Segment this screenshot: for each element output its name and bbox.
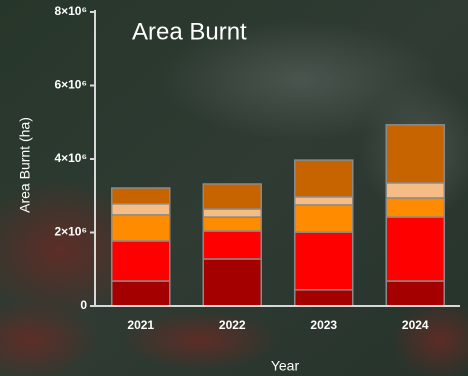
chart-title: Area Burnt [132, 18, 247, 45]
bar-segment [294, 204, 354, 233]
y-axis-label: Area Burnt (ha) [17, 117, 33, 213]
bar-segment [385, 197, 445, 218]
x-axis-label: Year [271, 358, 300, 374]
x-tick-label: 2023 [310, 318, 337, 332]
bar-segment [111, 280, 171, 307]
bar-segment [111, 240, 171, 282]
plot-area [111, 124, 445, 307]
bar-segment [202, 216, 262, 232]
bar-segment [385, 124, 445, 184]
bar-segment [202, 258, 262, 307]
y-tick-label: 6×10⁶ [54, 78, 87, 92]
bar-segment [111, 203, 171, 216]
bar-segment [202, 183, 262, 210]
y-tick-label: 0 [80, 298, 87, 312]
bar-segment [385, 216, 445, 282]
x-tick-label: 2024 [402, 318, 429, 332]
bar-segment [111, 187, 171, 205]
y-tick-label: 2×10⁶ [54, 225, 87, 239]
bar-segment [385, 182, 445, 199]
y-tick-label: 8×10⁶ [54, 4, 87, 18]
bar-segment [294, 231, 354, 291]
bar-segment [294, 159, 354, 198]
x-tick-label: 2022 [219, 318, 246, 332]
bar-segment [385, 280, 445, 307]
x-tick-label: 2021 [127, 318, 154, 332]
bar-segment [294, 289, 354, 307]
bar-segment [202, 208, 262, 218]
bar-segment [111, 214, 171, 242]
y-tick-label: 4×10⁶ [54, 151, 87, 165]
bar-segment [294, 196, 354, 206]
bar-segment [202, 230, 262, 260]
